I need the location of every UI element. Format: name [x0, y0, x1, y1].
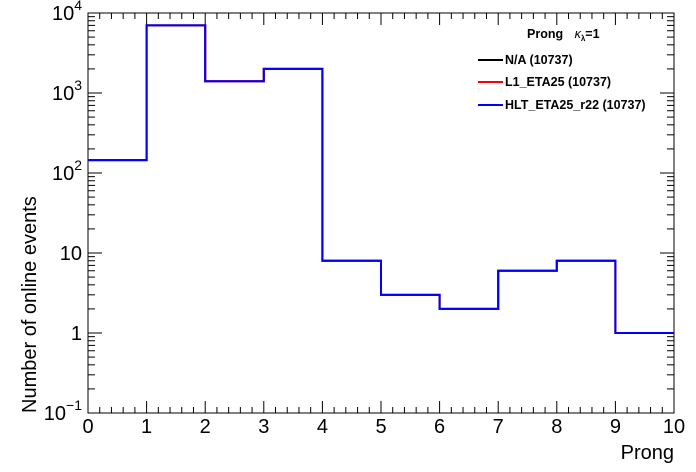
x-axis-title: Prong [621, 442, 674, 464]
y-tick-labels: 10−1 1 10 102 103 104 [44, 0, 82, 425]
x-tick-label: 5 [375, 416, 386, 438]
x-tick-label: 8 [551, 416, 562, 438]
x-tick-label: 4 [317, 416, 328, 438]
x-tick-label: 2 [200, 416, 211, 438]
x-tick-label: 0 [82, 416, 93, 438]
y-tick-label: 102 [52, 157, 82, 185]
x-tick-label: 6 [434, 416, 445, 438]
y-tick-label: 104 [52, 0, 82, 25]
y-tick-label: 10 [60, 243, 82, 265]
y-tick-label: 103 [52, 77, 82, 105]
x-tick-label: 9 [610, 416, 621, 438]
x-tick-label: 7 [493, 416, 504, 438]
legend-label-na: N/A (10737) [505, 53, 573, 67]
axis-ticks [87, 12, 675, 414]
legend-label-hlt: HLT_ETA25_r22 (10737) [505, 98, 646, 112]
y-tick-label: 1 [71, 323, 82, 345]
legend-title: Prong κλ=1 [527, 27, 600, 43]
x-tick-label: 1 [141, 416, 152, 438]
series-group [88, 24, 674, 334]
x-tick-label: 3 [258, 416, 269, 438]
x-tick-label: 10 [663, 416, 685, 438]
y-tick-label: 10−1 [44, 397, 82, 425]
series-line-2 [88, 24, 674, 334]
y-axis-title: Number of online events [19, 196, 41, 413]
x-tick-labels: 0 1 2 3 4 5 6 7 8 9 10 [82, 416, 685, 438]
legend-label-l1: L1_ETA25 (10737) [505, 75, 611, 89]
plot-frame [87, 12, 675, 414]
legend: Prong κλ=1 N/A (10737) L1_ETA25 (10737) … [478, 27, 646, 112]
